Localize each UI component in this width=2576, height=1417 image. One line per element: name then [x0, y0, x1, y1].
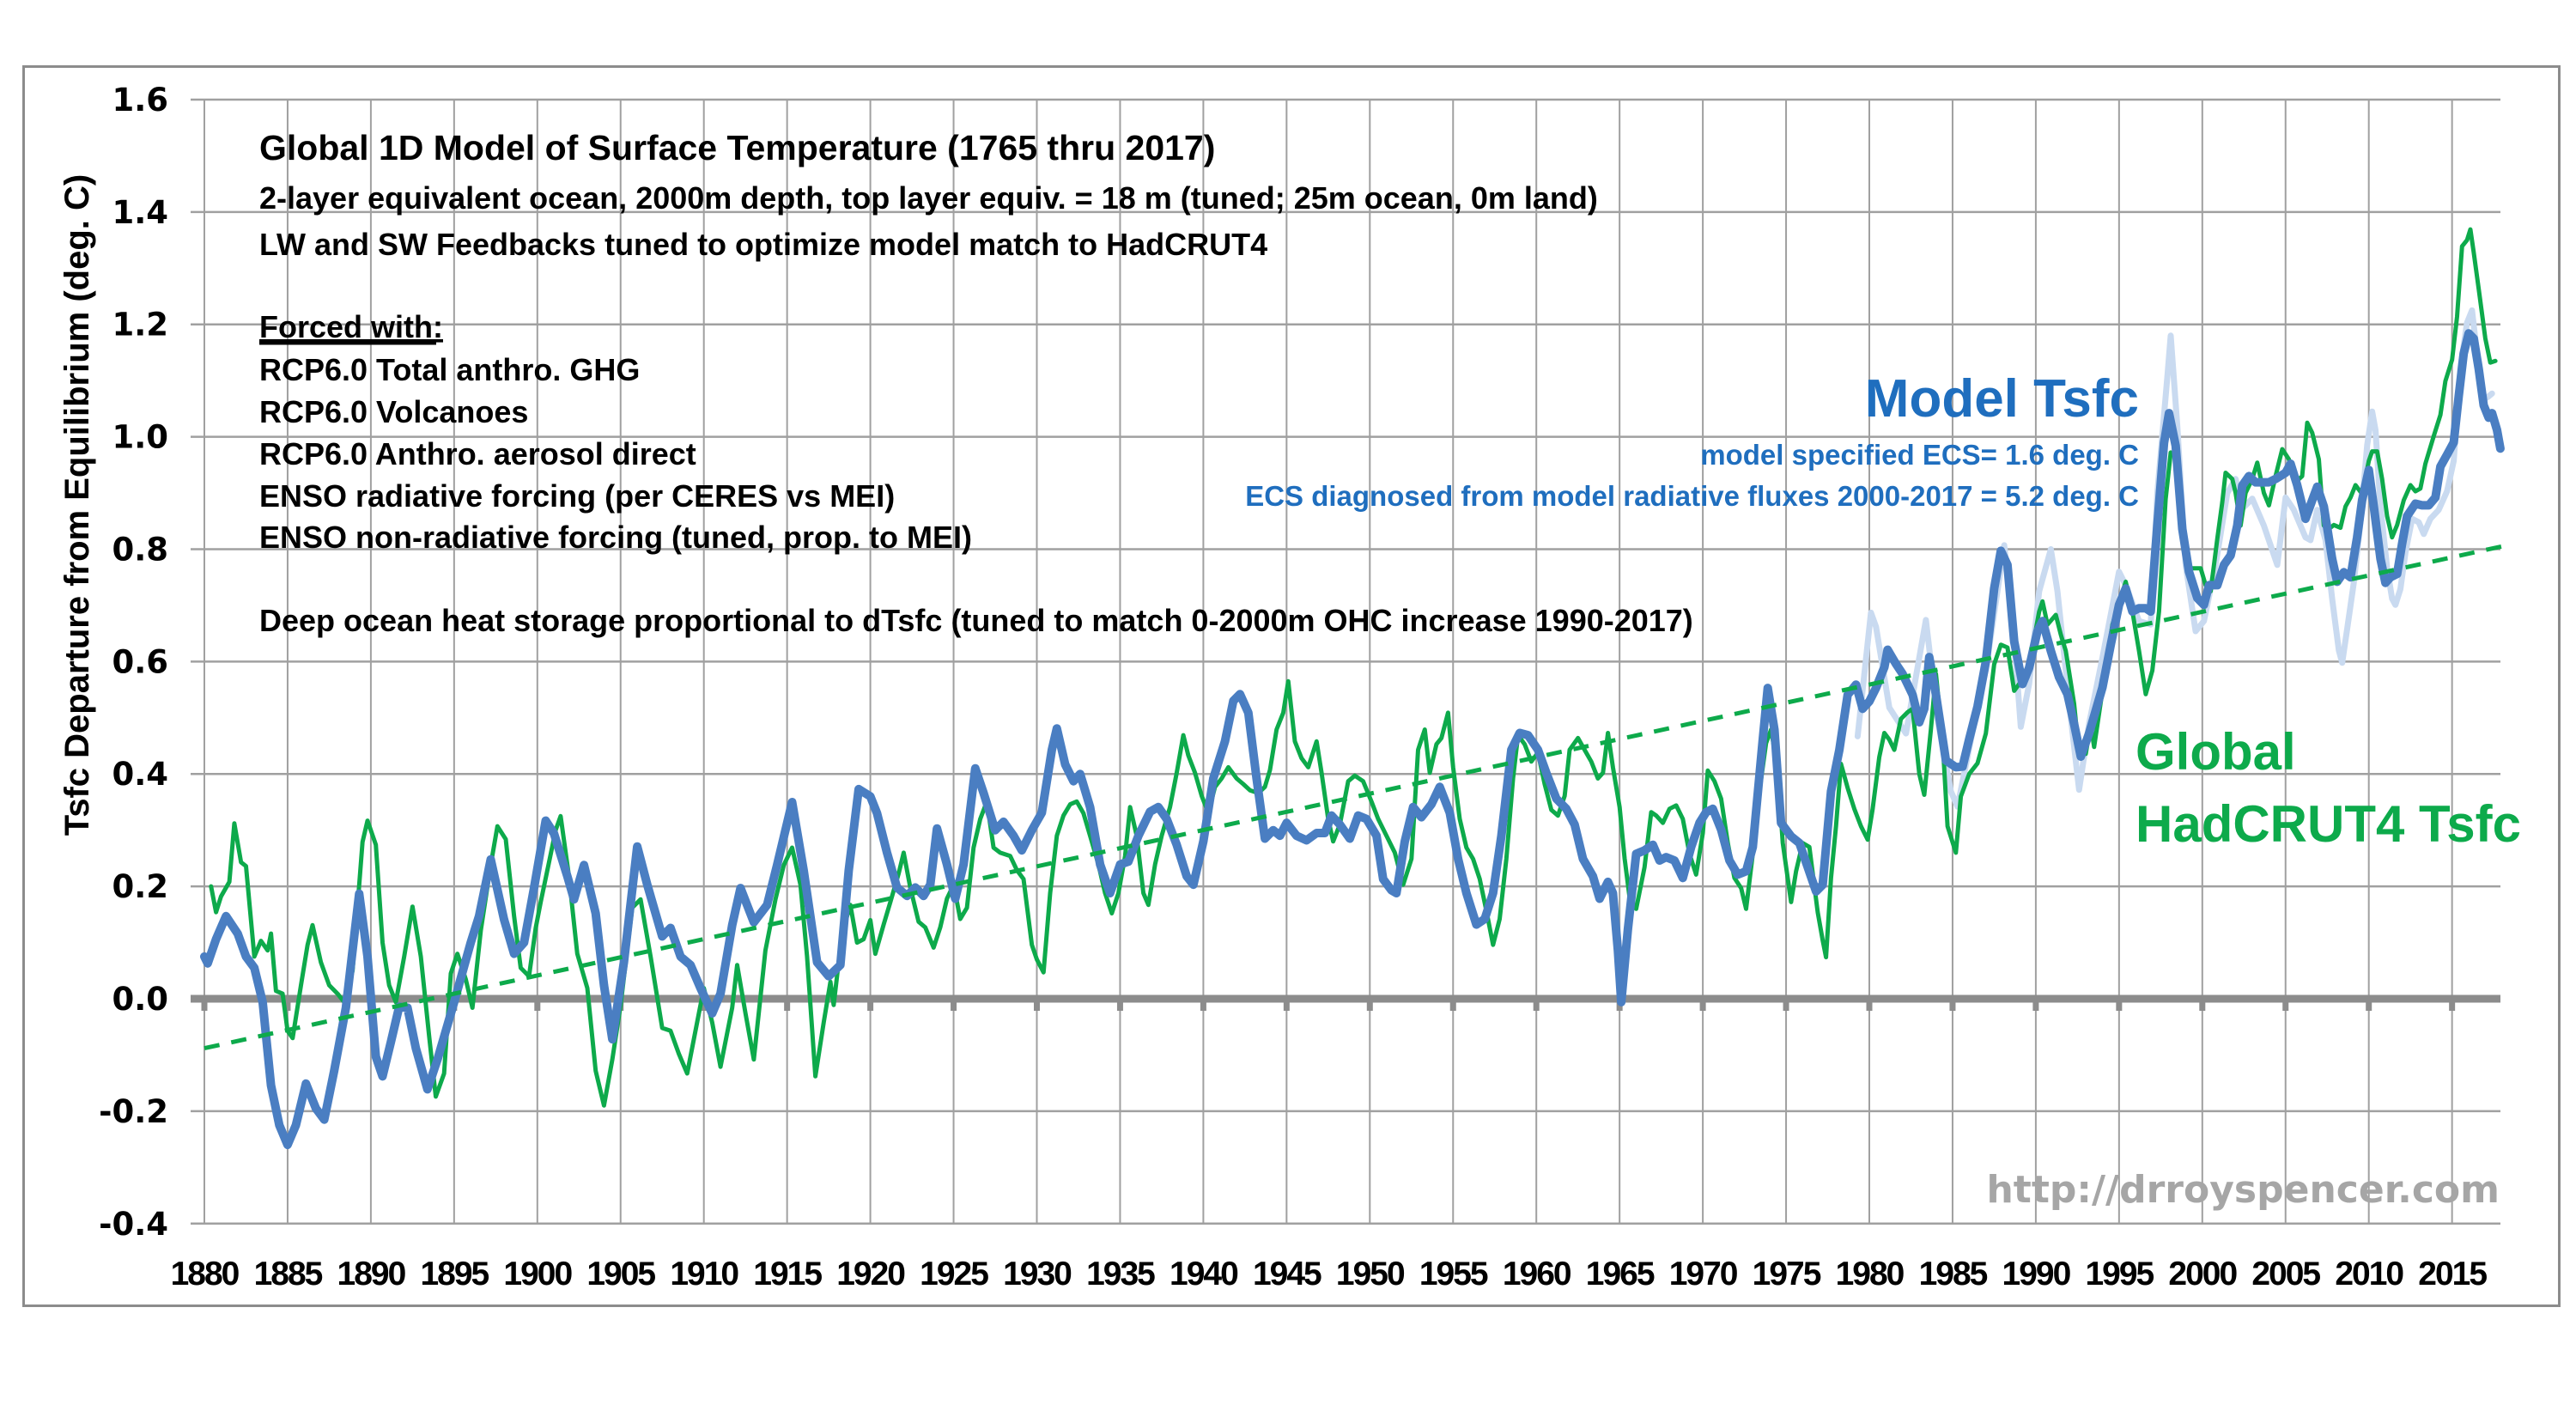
x-tick-mark — [1783, 999, 1789, 1011]
annotations: Global 1D Model of Surface Temperature (… — [259, 128, 1693, 638]
y-tick-label: 1.4 — [112, 194, 168, 231]
x-tick-label: 1905 — [586, 1256, 655, 1292]
x-tick-label: 1975 — [1753, 1256, 1821, 1292]
x-tick-label: 1880 — [171, 1256, 240, 1292]
x-tick-mark — [1866, 999, 1873, 1011]
x-tick-label: 1915 — [753, 1256, 822, 1292]
forcing-item: ENSO non-radiative forcing (tuned, prop.… — [259, 520, 972, 555]
zero-axis — [191, 994, 2500, 1011]
x-tick-mark — [2366, 999, 2372, 1011]
model-ecs-diag-label: ECS diagnosed from model radiative fluxe… — [1245, 480, 2139, 512]
x-tick-mark — [2282, 999, 2289, 1011]
x-tick-label: 1930 — [1003, 1256, 1072, 1292]
x-tick-mark — [284, 999, 291, 1011]
x-tick-label: 2005 — [2251, 1256, 2320, 1292]
x-tick-label: 1970 — [1669, 1256, 1738, 1292]
x-tick-mark — [1533, 999, 1540, 1011]
x-tick-label: 1955 — [1419, 1256, 1488, 1292]
y-tick-label: 0.2 — [112, 868, 168, 905]
y-tick-label: 1.2 — [112, 307, 168, 344]
model-label: Model Tsfc — [1865, 369, 2139, 429]
x-tick-mark — [1449, 999, 1456, 1011]
x-tick-label: 1945 — [1253, 1256, 1321, 1292]
x-tick-label: 1895 — [420, 1256, 489, 1292]
x-tick-mark — [1200, 999, 1206, 1011]
x-tick-label: 1890 — [337, 1256, 406, 1292]
forcing-item: RCP6.0 Anthro. aerosol direct — [259, 436, 696, 471]
note-ocean: 2-layer equivalent ocean, 2000m depth, t… — [259, 180, 1598, 216]
series-trend — [204, 544, 2503, 1051]
x-tick-label: 1900 — [503, 1256, 572, 1292]
x-tick-label: 1920 — [836, 1256, 905, 1292]
x-tick-label: 1965 — [1586, 1256, 1655, 1292]
x-tick-label: 1940 — [1170, 1256, 1238, 1292]
y-tick-label: -0.4 — [99, 1206, 168, 1243]
x-tick-mark — [2199, 999, 2206, 1011]
x-tick-label: 1950 — [1336, 1256, 1405, 1292]
x-tick-label: 1980 — [1836, 1256, 1905, 1292]
x-tick-label: 1935 — [1086, 1256, 1155, 1292]
x-tick-mark — [1034, 999, 1040, 1011]
x-tick-mark — [2032, 999, 2039, 1011]
x-tick-label: 2010 — [2335, 1256, 2403, 1292]
forcing-item: ENSO radiative forcing (per CERES vs MEI… — [259, 478, 895, 514]
x-axis-ticks: 1880 1885 1890 1895 1900 1905 1910 1915 1920 1925… — [171, 1256, 2489, 1292]
x-tick-mark — [867, 999, 874, 1011]
x-tick-mark — [1366, 999, 1373, 1011]
x-tick-label: 1990 — [2002, 1256, 2071, 1292]
forcing-item: RCP6.0 Total anthro. GHG — [259, 352, 640, 387]
x-tick-label: 1925 — [920, 1256, 988, 1292]
y-tick-label: 1.0 — [112, 419, 168, 456]
x-tick-label: 1885 — [254, 1256, 323, 1292]
series-labels: Model Tsfc model specified ECS= 1.6 deg.… — [1245, 369, 2521, 853]
y-tick-label: 0.6 — [112, 643, 168, 680]
x-tick-mark — [534, 999, 541, 1011]
y-tick-label: -0.2 — [99, 1093, 168, 1130]
x-tick-mark — [2116, 999, 2123, 1011]
y-tick-label: 0.4 — [112, 756, 168, 793]
forcing-header: Forced with: — [259, 309, 443, 344]
forcing-item: RCP6.0 Volcanoes — [259, 394, 528, 429]
note-feedbacks: LW and SW Feedbacks tuned to optimize mo… — [259, 227, 1267, 262]
x-tick-mark — [1116, 999, 1123, 1011]
x-tick-mark — [201, 999, 208, 1011]
y-tick-label: 0.0 — [112, 981, 168, 1018]
grid — [191, 98, 2500, 1225]
deep-ocean-note: Deep ocean heat storage proportional to … — [259, 603, 1693, 638]
x-tick-label: 1995 — [2085, 1256, 2154, 1292]
watermark: http://drroyspencer.com — [1986, 1168, 2500, 1212]
series-model — [200, 329, 2505, 1150]
x-tick-mark — [2449, 999, 2456, 1011]
y-tick-label: 1.6 — [112, 82, 168, 119]
trend-line — [204, 544, 2503, 1051]
y-axis-title: Tsfc Departure from Equilibrium (deg. C) — [58, 174, 96, 836]
model-ecs-label: model specified ECS= 1.6 deg. C — [1700, 439, 2139, 471]
x-tick-mark — [784, 999, 791, 1011]
x-tick-label: 1985 — [1919, 1256, 1988, 1292]
x-tick-label: 2000 — [2168, 1256, 2237, 1292]
x-tick-label: 1910 — [670, 1256, 738, 1292]
y-tick-label: 0.8 — [112, 531, 168, 568]
x-tick-mark — [951, 999, 957, 1011]
y-axis-ticks: 1.6 1.4 1.2 1.0 0.8 0.6 0.4 0.2 0.0 -0.2 -0.4 — [99, 82, 168, 1243]
x-tick-mark — [1949, 999, 1956, 1011]
x-tick-label: 2015 — [2418, 1256, 2487, 1292]
chart-frame — [22, 65, 2561, 1307]
x-tick-mark — [1699, 999, 1706, 1011]
chart-title: Global 1D Model of Surface Temperature (… — [259, 128, 1215, 167]
obs-label-line2: HadCRUT4 Tsfc — [2136, 795, 2521, 853]
x-tick-mark — [1283, 999, 1290, 1011]
x-tick-label: 1960 — [1503, 1256, 1571, 1292]
obs-label-line1: Global — [2136, 723, 2296, 781]
